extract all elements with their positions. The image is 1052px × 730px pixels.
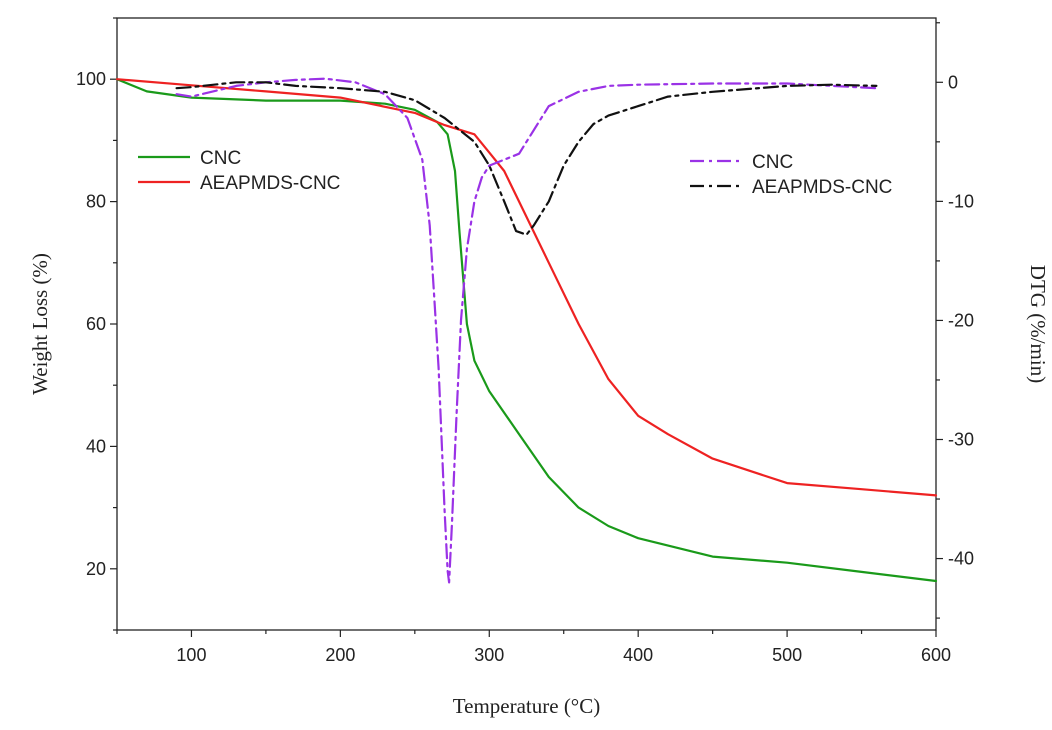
x-tick-label: 500 bbox=[772, 645, 802, 665]
left-tick-label: 100 bbox=[76, 69, 106, 89]
left-y-axis-title: Weight Loss (%) bbox=[28, 253, 52, 395]
x-tick-label: 600 bbox=[921, 645, 951, 665]
x-tick-label: 400 bbox=[623, 645, 653, 665]
left-tick-label: 40 bbox=[86, 436, 106, 456]
series-layer bbox=[115, 77, 938, 584]
right-tick-label: -30 bbox=[948, 429, 974, 449]
legend-left: CNC AEAPMDS-CNC bbox=[138, 148, 340, 194]
x-axis: 100 200 300 400 500 600 bbox=[116, 630, 951, 665]
aeapmds-cnc-right-curve bbox=[175, 81, 878, 236]
left-tick-label: 80 bbox=[86, 192, 106, 212]
x-tick-label: 100 bbox=[176, 645, 206, 665]
right-tick-label: -20 bbox=[948, 310, 974, 330]
cnc-left-curve bbox=[115, 78, 938, 583]
right-tick-label: 0 bbox=[948, 72, 958, 92]
cnc-right-curve bbox=[175, 77, 878, 584]
right-y-axis: 0 -10 -20 -30 -40 bbox=[936, 22, 974, 619]
left-tick-label: 60 bbox=[86, 314, 106, 334]
plot-frame bbox=[116, 17, 937, 631]
legend-label: AEAPMDS-CNC bbox=[752, 177, 892, 198]
x-tick-label: 300 bbox=[474, 645, 504, 665]
aeapmds-cnc-left-curve bbox=[115, 78, 938, 497]
x-tick-label: 200 bbox=[325, 645, 355, 665]
legend-label: CNC bbox=[752, 152, 793, 173]
legend-label: CNC bbox=[200, 148, 241, 169]
legend-label: AEAPMDS-CNC bbox=[200, 173, 340, 194]
right-y-axis-title: DTG (%/min) bbox=[1026, 265, 1050, 383]
legend-right: CNC AEAPMDS-CNC bbox=[690, 152, 892, 198]
right-tick-label: -10 bbox=[948, 191, 974, 211]
x-axis-title: Temperature (°C) bbox=[453, 694, 600, 718]
right-tick-label: -40 bbox=[948, 549, 974, 569]
left-tick-label: 20 bbox=[86, 559, 106, 579]
left-y-axis: 20 40 60 80 100 bbox=[76, 17, 117, 631]
